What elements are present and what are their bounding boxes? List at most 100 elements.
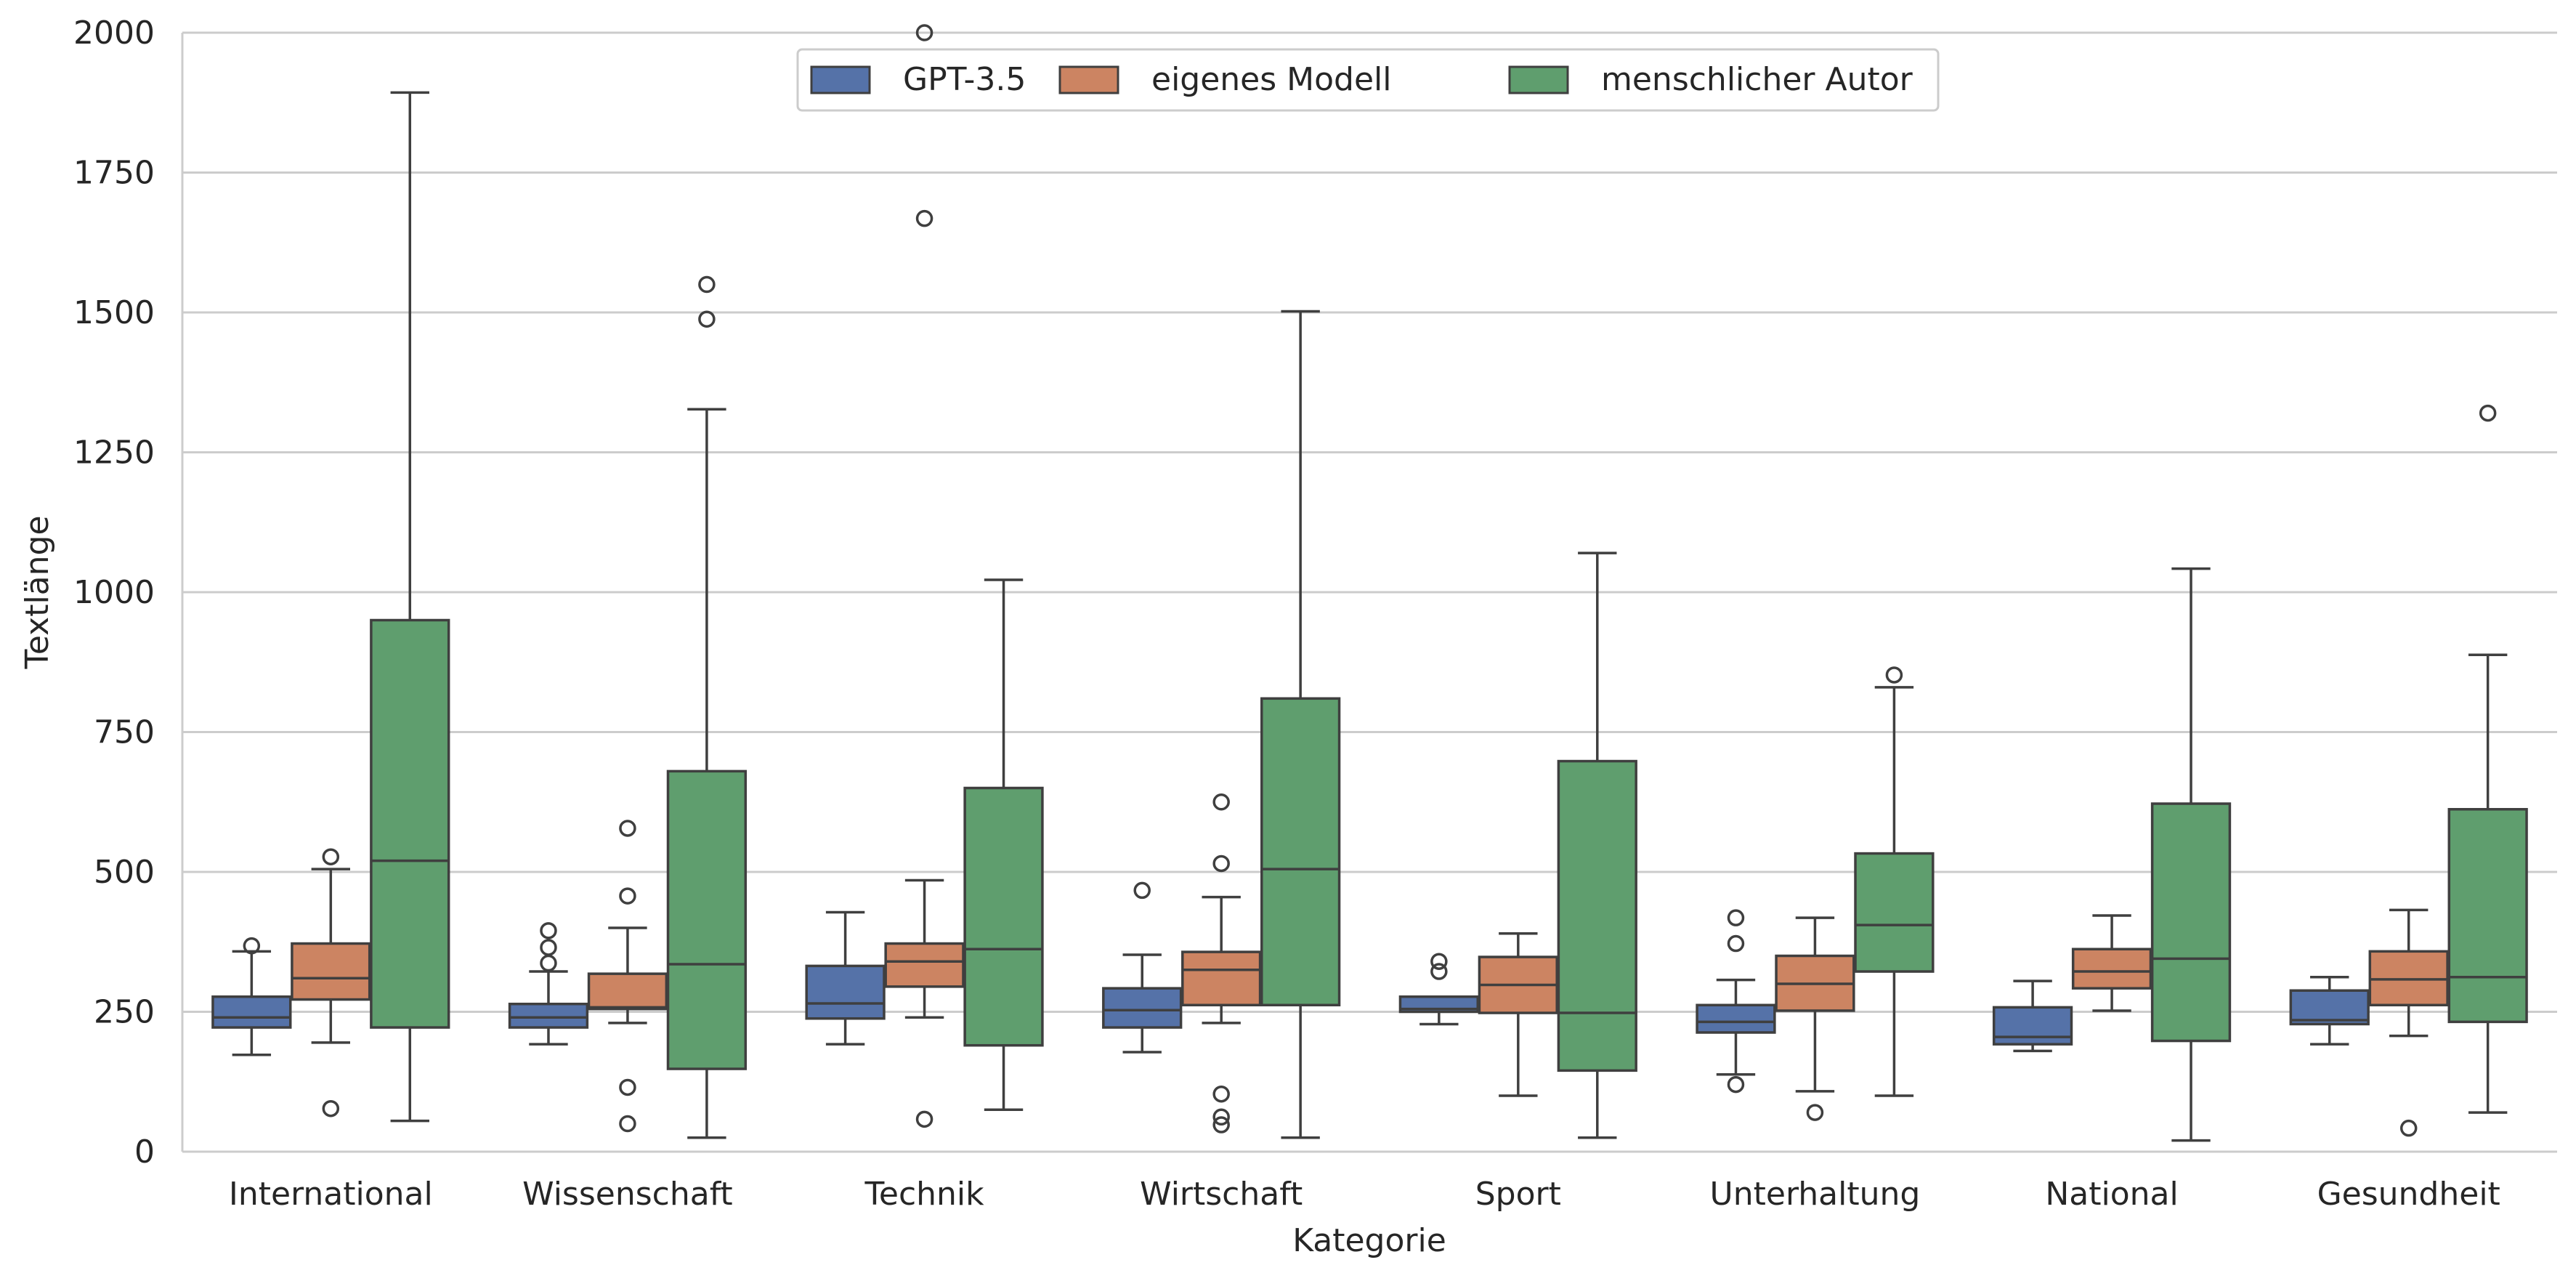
- outlier-point: [915, 209, 933, 227]
- legend-swatch: [1508, 65, 1569, 94]
- x-tick-label: Wissenschaft: [522, 1176, 733, 1213]
- outlier-point: [2479, 404, 2497, 422]
- x-tick-label: Unterhaltung: [1710, 1176, 1921, 1213]
- outlier-point: [243, 937, 261, 955]
- outlier-point: [540, 922, 557, 939]
- outlier-point: [619, 1115, 636, 1133]
- box: [291, 942, 371, 1001]
- outlier-point: [322, 848, 340, 865]
- outlier-point: [1727, 1075, 1745, 1094]
- box-group: [666, 275, 748, 1139]
- outlier-point: [915, 1110, 933, 1128]
- box: [1557, 759, 1637, 1072]
- legend-frame: [796, 48, 1940, 112]
- outlier-point: [1212, 793, 1230, 811]
- outlier-point: [540, 954, 557, 972]
- y-tick-label: 0: [134, 1133, 155, 1171]
- box: [1102, 987, 1183, 1029]
- x-tick-label: Gesundheit: [2317, 1176, 2500, 1213]
- box-group: [2447, 404, 2528, 1114]
- box: [1181, 950, 1262, 1007]
- box-group: [370, 91, 450, 1123]
- y-tick-label: 1250: [73, 435, 155, 472]
- legend-label: eigenes Modell: [1151, 61, 1392, 98]
- outlier-point: [1727, 934, 1745, 953]
- x-tick-label: Technik: [864, 1176, 984, 1213]
- y-tick-label: 1000: [73, 574, 155, 611]
- box: [2150, 802, 2232, 1043]
- legend: GPT-3.5 eigenes Modell menschlicher Autor: [796, 48, 1940, 112]
- outlier-point: [1885, 666, 1903, 684]
- box-group: [884, 24, 965, 1128]
- box-group: [1260, 310, 1341, 1139]
- y-tick-label: 2000: [73, 15, 155, 52]
- box: [1696, 1003, 1776, 1034]
- box-group: [2368, 908, 2449, 1137]
- y-tick-label: 1500: [73, 294, 155, 331]
- y-axis-label: Textlänge: [19, 515, 56, 669]
- box-group: [1854, 666, 1935, 1097]
- box: [1854, 852, 1935, 973]
- box-group: [805, 910, 886, 1046]
- outlier-point: [1430, 953, 1448, 970]
- box: [211, 995, 292, 1029]
- outlier-point: [619, 1078, 636, 1096]
- box-group: [2071, 914, 2152, 1012]
- box-group: [2289, 976, 2370, 1046]
- outlier-point: [540, 939, 557, 956]
- outlier-point: [1727, 909, 1745, 926]
- outlier-point: [1430, 963, 1448, 980]
- box-group: [1102, 881, 1183, 1054]
- outlier-point: [915, 24, 933, 41]
- outlier-point: [619, 887, 636, 905]
- x-tick-labels: International Wissenschaft Technik Wirtscha…: [229, 1176, 2500, 1213]
- legend-label: GPT-3.5: [903, 61, 1026, 98]
- outlier-point: [2399, 1119, 2418, 1137]
- box-group: [211, 937, 292, 1056]
- y-tick-label: 250: [94, 994, 155, 1031]
- outlier-point: [1212, 1085, 1230, 1103]
- box: [1992, 1006, 2073, 1046]
- y-tick-label: 1750: [73, 155, 155, 192]
- box: [370, 618, 450, 1029]
- x-tick-label: Wirtschaft: [1140, 1176, 1303, 1213]
- box-group: [963, 578, 1044, 1111]
- x-axis-label: Kategorie: [1292, 1222, 1446, 1259]
- outlier-point: [698, 275, 716, 294]
- legend-swatch: [810, 65, 871, 94]
- box: [666, 769, 748, 1070]
- box: [963, 786, 1044, 1047]
- box: [2071, 947, 2152, 990]
- outlier-point: [1212, 854, 1230, 873]
- x-tick-label: International: [229, 1176, 433, 1213]
- outlier-point: [1212, 1108, 1230, 1126]
- box: [587, 972, 668, 1011]
- box: [884, 942, 965, 988]
- y-tick-label: 750: [94, 714, 155, 751]
- box-group: [1557, 551, 1637, 1139]
- box-group: [1992, 979, 2073, 1053]
- box-group: [508, 922, 589, 1046]
- legend-label: menschlicher Autor: [1601, 61, 1913, 98]
- outlier-point: [1133, 881, 1151, 900]
- outlier-point: [322, 1099, 340, 1118]
- outlier-point: [698, 310, 716, 328]
- outlier-point: [1806, 1104, 1824, 1121]
- box-group: [1398, 953, 1479, 1026]
- outlier-point: [1212, 1116, 1230, 1133]
- box-group: [1181, 793, 1262, 1133]
- axes: [181, 33, 2557, 1153]
- box: [2447, 808, 2528, 1024]
- y-tick-labels: 0 250 500 750 1000 1250 1500 1750 2000: [73, 15, 155, 1171]
- outlier-point: [619, 820, 636, 837]
- box-group: [1478, 932, 1558, 1097]
- box: [2289, 989, 2370, 1026]
- box-group: [587, 820, 668, 1133]
- x-tick-label: Sport: [1475, 1176, 1561, 1213]
- y-tick-label: 500: [94, 854, 155, 891]
- box: [508, 1002, 589, 1029]
- plot-area: [211, 24, 2528, 1142]
- x-tick-label: National: [2045, 1176, 2178, 1213]
- box: [1260, 697, 1341, 1007]
